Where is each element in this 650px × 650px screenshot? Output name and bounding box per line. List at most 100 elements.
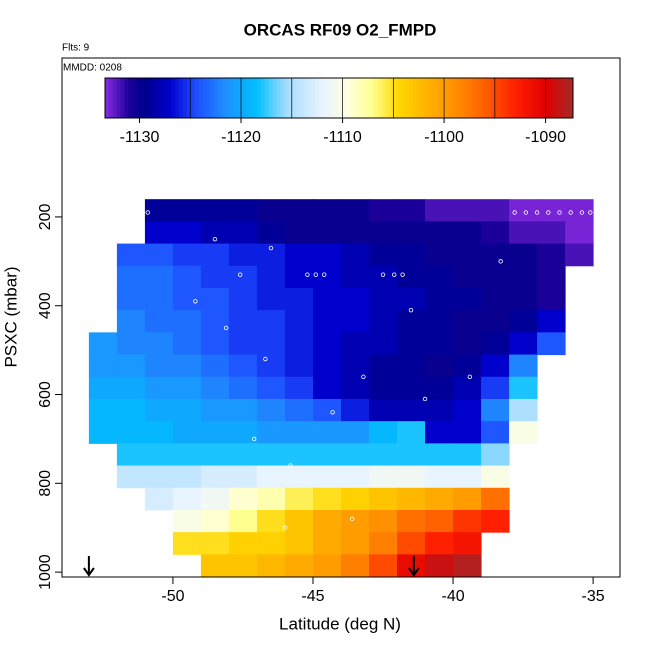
colorbar-swatch: [342, 78, 348, 118]
heat-cell: [369, 421, 398, 444]
colorbar-swatch: [420, 78, 426, 118]
heat-cell: [256, 532, 286, 555]
heat-cell: [537, 265, 566, 289]
heat-cell: [172, 465, 202, 489]
heatmap: [88, 199, 594, 578]
heat-cell: [565, 243, 594, 267]
heat-cell: [369, 199, 398, 222]
heat-cell: [425, 532, 454, 555]
colorbar-swatch: [561, 78, 566, 118]
colorbar-swatch: [276, 78, 281, 118]
heat-cell: [397, 487, 426, 511]
colorbar-swatch: [159, 78, 164, 118]
heat-cell: [509, 354, 538, 378]
heat-cell: [88, 354, 118, 378]
colorbar-swatch: [202, 78, 207, 118]
heat-cell: [144, 243, 174, 267]
heat-cell: [453, 465, 482, 489]
colorbar-swatch: [319, 78, 324, 118]
heat-cell: [397, 199, 426, 222]
track-point: [361, 374, 366, 379]
heat-cell: [481, 287, 510, 311]
colorbar-swatch: [151, 78, 157, 118]
heat-cell: [144, 310, 174, 333]
heat-cell: [312, 443, 342, 467]
colorbar-swatch: [514, 78, 519, 118]
heat-cell: [341, 487, 370, 511]
colorbar-swatch: [346, 78, 352, 118]
heat-cell: [88, 398, 118, 422]
heat-cell: [172, 421, 202, 444]
colorbar-swatch: [350, 78, 356, 118]
heat-cell: [312, 509, 342, 533]
heat-cell: [565, 199, 594, 222]
colorbar-swatch: [327, 78, 332, 118]
heat-cell: [341, 376, 370, 400]
colorbar-swatch: [459, 78, 465, 118]
track-point: [139, 210, 145, 215]
colorbar-swatch: [186, 78, 192, 118]
colorbar-swatch: [179, 78, 184, 118]
heat-cell: [369, 509, 398, 533]
heat-cell: [256, 443, 286, 467]
heat-cell: [369, 221, 398, 245]
heat-cell: [228, 532, 258, 555]
heat-cell: [425, 398, 454, 422]
heat-cell: [200, 354, 230, 378]
subtitle: Flts: 9: [62, 43, 90, 54]
colorbar-swatch: [108, 78, 114, 118]
track-point: [498, 259, 503, 264]
colorbar-swatch: [471, 78, 476, 118]
heat-cell: [228, 243, 258, 267]
heat-cell: [509, 421, 538, 444]
heat-cell: [341, 199, 370, 222]
x-axis-label: Latitude (deg N): [279, 614, 401, 633]
colorbar-swatch: [175, 78, 180, 118]
heat-cell: [453, 554, 482, 578]
y-tick-label: 600: [37, 381, 54, 408]
heat-cell: [312, 487, 342, 511]
heat-cell: [481, 265, 510, 289]
heat-cell: [425, 443, 454, 467]
heat-cell: [453, 532, 482, 555]
heat-cell: [200, 487, 230, 511]
colorbar-swatch: [440, 78, 445, 118]
heat-cell: [397, 376, 426, 400]
heat-cell: [228, 465, 258, 489]
heat-cell: [256, 287, 286, 311]
heat-cell: [397, 465, 426, 489]
colorbar-swatch: [136, 78, 141, 118]
heat-cell: [284, 532, 314, 555]
heat-cell: [509, 398, 538, 422]
plot-frame: [61, 57, 621, 578]
colorbar-swatch: [463, 78, 469, 118]
colorbar-swatch: [229, 78, 235, 118]
track-point: [223, 325, 229, 331]
heat-cell: [341, 421, 370, 444]
heat-cell: [256, 487, 286, 511]
heat-cell: [565, 221, 594, 245]
track-point: [546, 210, 551, 215]
heat-cell: [481, 221, 510, 245]
heat-cell: [425, 487, 454, 511]
heat-cell: [509, 332, 538, 356]
heat-cell: [453, 287, 482, 311]
heat-cell: [341, 310, 370, 333]
heat-cell: [312, 554, 342, 578]
colorbar-swatch: [120, 78, 125, 118]
colorbar-swatch: [495, 78, 500, 118]
heat-cell: [116, 398, 146, 422]
colorbar-swatch: [257, 78, 262, 118]
y-tick-label: 400: [37, 292, 54, 319]
track-point: [321, 272, 327, 277]
heat-cell: [144, 265, 174, 289]
heat-cell: [144, 287, 174, 311]
colorbar-swatch: [198, 78, 203, 118]
colorbar-swatch: [409, 78, 414, 118]
heat-cell: [200, 509, 230, 533]
heat-cell: [172, 310, 202, 333]
heat-cell: [228, 221, 258, 245]
arrow: [83, 556, 95, 577]
heat-cell: [228, 354, 258, 378]
colorbar-swatch: [436, 78, 441, 118]
